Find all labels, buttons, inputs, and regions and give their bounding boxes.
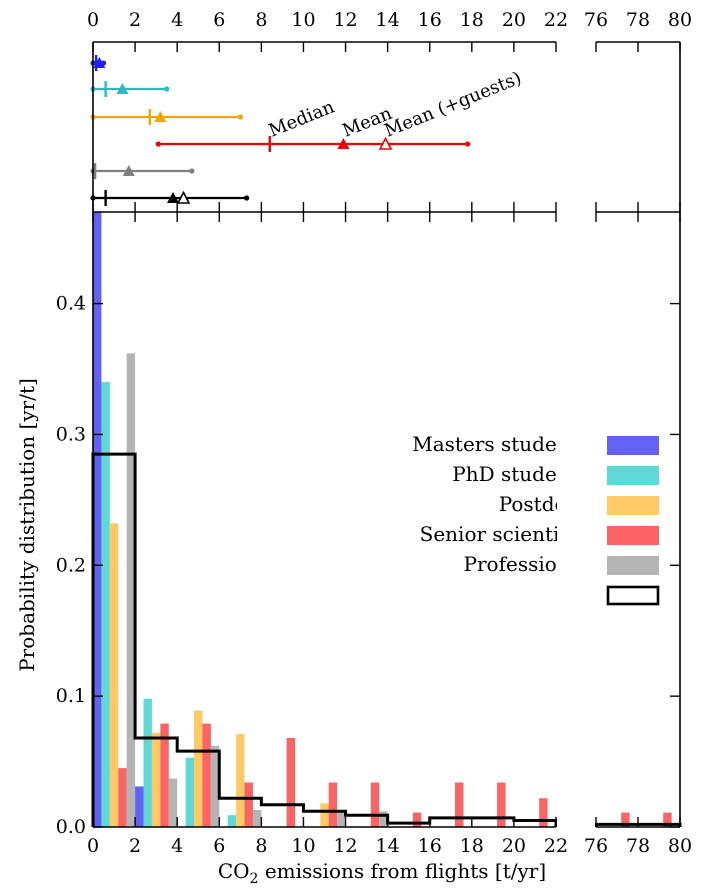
mean-phd-students [116,83,129,94]
bar-senior-scientists [244,782,253,827]
bar-postdocs [109,523,119,827]
range-hi-professional [189,168,195,174]
x-top-tick-label: 78 [626,9,650,31]
bar-senior-scientists [621,812,630,827]
bar-senior-scientists [160,723,169,827]
bar-professional [168,778,178,827]
x-top-tick-label: 20 [502,9,526,31]
x-top-tick-label: 16 [418,9,442,31]
x-bottom-tick-label: 8 [255,835,267,857]
x-bottom-tick-label: 6 [213,835,225,857]
axis-break-gap [557,0,595,888]
bar-masters-students [93,212,102,827]
x-top-tick-label: 10 [291,9,315,31]
range-hi-all [244,195,250,201]
x-top-tick-label: 76 [584,9,608,31]
legend-swatch-professional [607,556,659,575]
x-top-tick-label: 0 [87,9,99,31]
x-top-tick-label: 14 [376,9,400,31]
x-axis-title-subscript: 2 [250,871,259,887]
mean-guests-senior-scientists [378,136,393,150]
y-axis-title: Probability distribution [yr/t] [15,378,39,672]
bar-postdocs [194,710,203,827]
bar-postdocs [320,803,329,827]
x-bottom-tick-label: 4 [171,835,183,857]
y-tick-label: 0.1 [56,685,86,707]
x-top-tick-label: 12 [333,9,357,31]
mean-postdocs [154,111,167,122]
bar-senior-scientists [328,782,338,827]
bar-senior-scientists [497,782,506,827]
x-bottom-tick-label: 22 [544,835,568,857]
range-hi-phd-students [164,86,170,92]
bar-professional [126,353,136,827]
legend-swatch-phd-students [607,466,659,485]
x-bottom-tick-label: 20 [502,835,526,857]
annotation-mean-guests: Mean (+guests) [382,68,525,142]
bar-senior-scientists [663,812,672,827]
bar-senior-scientists [539,798,548,827]
x-bottom-tick-label: 18 [460,835,484,857]
bar-professional [337,811,346,827]
range-lo-senior-scientists [155,141,161,147]
y-tick-label: 0.4 [56,293,86,315]
mean-masters-students [93,57,106,68]
bar-postdocs [236,734,245,827]
bar-phd-students [185,757,195,827]
legend-swatch-all [606,585,660,606]
legend-swatch-senior-scientists [607,526,659,545]
bar-phd-students [101,382,110,827]
bar-senior-scientists [118,768,127,827]
x-top-tick-label: 2 [129,9,141,31]
bar-postdocs [151,732,161,827]
bar-professional [379,811,388,827]
bar-senior-scientists [370,782,380,827]
x-top-tick-label: 6 [213,9,225,31]
x-bottom-tick-label: 76 [584,835,608,857]
x-axis-title: CO2 emissions from flights [t/yr] [218,859,546,887]
x-top-tick-label: 80 [668,9,692,31]
range-hi-postdocs [237,114,243,120]
y-tick-label: 0.2 [56,554,86,576]
legend-swatch-postdocs [607,496,659,515]
x-bottom-tick-label: 14 [376,835,400,857]
x-bottom-tick-label: 10 [291,835,315,857]
x-bottom-tick-label: 0 [87,835,99,857]
bar-phd-students [143,698,152,827]
bar-senior-scientists [202,723,211,827]
x-top-tick-label: 18 [460,9,484,31]
legend-swatch-masters-students [607,436,659,455]
x-top-tick-label: 4 [171,9,183,31]
x-axis-title-part: emissions from flights [t/yr] [258,859,546,883]
mean-senior-scientists [337,138,350,149]
x-bottom-tick-label: 80 [668,835,692,857]
mean-guests-all [176,190,191,204]
mean-professional [122,165,135,176]
axes-layer: 0 2 4 6 8 10 12 14 16 18 20 22 76 78 80 0 2 4 6 8 10 12 14 16 18… [56,0,692,888]
mean-all [166,192,179,203]
bar-senior-scientists [286,738,296,827]
x-top-tick-label: 8 [255,9,267,31]
y-tick-label: 0.0 [56,816,86,838]
x-axis-title-part: CO [218,859,250,883]
range-hi-senior-scientists [465,141,471,147]
x-bottom-tick-label: 78 [626,835,650,857]
bar-professional [210,745,220,827]
bar-senior-scientists [454,782,464,827]
x-top-tick-label: 22 [544,9,568,31]
bar-masters-students [135,786,144,827]
bar-phd-students [227,815,237,827]
bar-senior-scientists [412,812,422,827]
x-bottom-tick-label: 12 [333,835,357,857]
bar-professional [252,809,262,827]
x-bottom-tick-label: 2 [129,835,141,857]
x-bottom-tick-label: 16 [418,835,442,857]
annotation-median: Median [266,96,338,141]
all-step-outline [91,452,558,827]
y-tick-label: 0.3 [56,423,86,445]
